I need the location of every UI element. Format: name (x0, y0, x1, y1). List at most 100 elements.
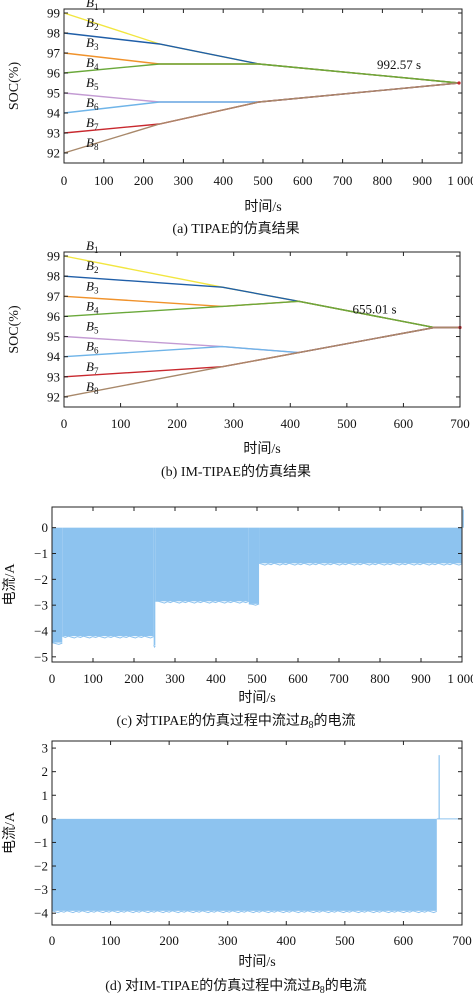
x-tick-label: 800 (370, 671, 390, 686)
series-line-b3 (63, 295, 460, 329)
current-band-segment (52, 527, 63, 643)
x-axis-title: 时间/s (238, 690, 275, 706)
y-tick-label: −3 (34, 882, 48, 897)
x-tick-label: 0 (61, 416, 68, 431)
x-tick-label-group: 200 (124, 671, 144, 686)
y-tick-label: 94 (47, 106, 61, 121)
series-line-b4 (63, 300, 460, 329)
y-tick-label-group: 99 (47, 6, 60, 21)
x-tick-label: 600 (394, 416, 414, 431)
series-line-b1 (63, 255, 460, 329)
y-tick-label-group: 92 (47, 389, 60, 404)
y-axis-title: 电流/A (2, 811, 18, 854)
y-tick-label: −1 (34, 546, 48, 561)
series-line-b6 (63, 326, 460, 358)
y-tick-label: 95 (47, 329, 60, 344)
x-tick-label-group: 0 (49, 671, 56, 686)
x-tick-label-group: 100 (111, 416, 131, 431)
y-tick-label-group: 98 (47, 269, 60, 284)
series-label-b8: B8 (86, 135, 99, 152)
y-tick-label-group: −5 (34, 649, 48, 664)
series-line-b8 (63, 82, 460, 154)
x-tick-label: 0 (61, 173, 68, 188)
y-tick-label: 97 (47, 46, 61, 61)
x-tick-label-group: 700 (333, 173, 353, 188)
x-tick-label: 400 (213, 173, 233, 188)
figure-caption: (d) 对IM-TIPAE的仿真过程中流过B8的电流 (105, 978, 367, 996)
y-tick-label: 1 (42, 788, 49, 803)
figure-caption: (b) IM-TIPAE的仿真结果 (161, 464, 311, 480)
y-tick-label-group: −4 (34, 624, 48, 639)
x-tick-label-group: 600 (394, 933, 414, 948)
series-label-b6: B6 (86, 95, 99, 112)
x-tick-label: 700 (450, 416, 470, 431)
y-tick-label: 95 (47, 86, 60, 101)
current-band-edge (51, 910, 437, 914)
x-tick-label: 900 (412, 173, 432, 188)
x-tick-label: 500 (337, 416, 357, 431)
x-tick-label: 500 (247, 671, 267, 686)
current-band-segment (259, 527, 462, 564)
y-tick-label-group: 3 (42, 741, 49, 756)
x-tick-label: 1 000 (447, 671, 473, 686)
y-tick-label: −1 (34, 835, 48, 850)
series-line-b7 (63, 82, 460, 134)
x-tick-label-group: 700 (452, 933, 472, 948)
series-label-b5: B5 (86, 75, 99, 92)
y-tick-label-group: 95 (47, 86, 60, 101)
convergence-point (457, 81, 461, 85)
y-tick-label-group: 94 (47, 106, 61, 121)
series-label-b1: B1 (86, 238, 98, 255)
series-label-b8: B8 (86, 379, 99, 396)
y-tick-label: 0 (42, 520, 49, 535)
current-band-edge (62, 635, 154, 639)
x-tick-label: 600 (293, 173, 313, 188)
series-label-b2: B2 (86, 258, 98, 275)
series-line-b7 (63, 326, 460, 378)
current-band-segment (62, 527, 154, 637)
current-band-segment (155, 527, 249, 602)
y-tick-label: 0 (42, 811, 49, 826)
y-tick-label-group: 94 (47, 349, 61, 364)
x-tick-label-group: 600 (293, 173, 313, 188)
x-axis-title: 时间/s (244, 199, 281, 215)
y-tick-label-group: 96 (47, 309, 61, 324)
x-tick-label-group: 100 (83, 671, 103, 686)
x-tick-label-group: 0 (49, 933, 56, 948)
x-tick-label: 700 (452, 933, 472, 948)
x-tick-label-group: 500 (247, 671, 267, 686)
y-tick-label: 96 (47, 309, 61, 324)
y-tick-label-group: 0 (42, 520, 49, 535)
series-label-b3: B3 (86, 35, 99, 52)
x-tick-label: 300 (224, 416, 244, 431)
y-tick-label: 96 (47, 66, 61, 81)
current-chart-im-tipae: 0 100 200 300 400 500 600 700 −4 −3 −2 −1 0 1 2 3 时间/s 电流… (2, 740, 472, 996)
x-tick-label: 0 (49, 671, 56, 686)
x-tick-label: 600 (288, 671, 308, 686)
series-line-b5 (63, 326, 460, 354)
figure-caption: (c) 对TIPAE的仿真过程中流过B8的电流 (117, 713, 356, 731)
y-tick-label: 93 (47, 126, 60, 141)
series-label-b7: B7 (86, 359, 99, 376)
x-tick-label: 200 (124, 671, 144, 686)
x-tick-label-group: 900 (411, 671, 431, 686)
x-tick-label: 0 (49, 933, 56, 948)
y-tick-label: 98 (47, 269, 60, 284)
y-tick-label-group: 0 (42, 811, 49, 826)
y-axis-title: SOC(%) (7, 305, 22, 354)
series-label-b1: B1 (86, 0, 98, 12)
x-tick-label: 300 (174, 173, 194, 188)
series-label-b5: B5 (86, 319, 99, 336)
series-line-b1 (63, 12, 460, 84)
y-tick-label-group: 93 (47, 369, 60, 384)
y-tick-label-group: 97 (47, 289, 61, 304)
y-tick-label-group: −3 (34, 882, 48, 897)
x-tick-label-group: 300 (174, 173, 194, 188)
x-tick-label-group: 900 (412, 173, 432, 188)
y-tick-label: −3 (34, 598, 48, 613)
y-tick-label: 99 (47, 6, 60, 21)
x-tick-label: 300 (218, 933, 238, 948)
y-tick-label-group: −1 (34, 835, 48, 850)
y-tick-label-group: 99 (47, 249, 60, 264)
